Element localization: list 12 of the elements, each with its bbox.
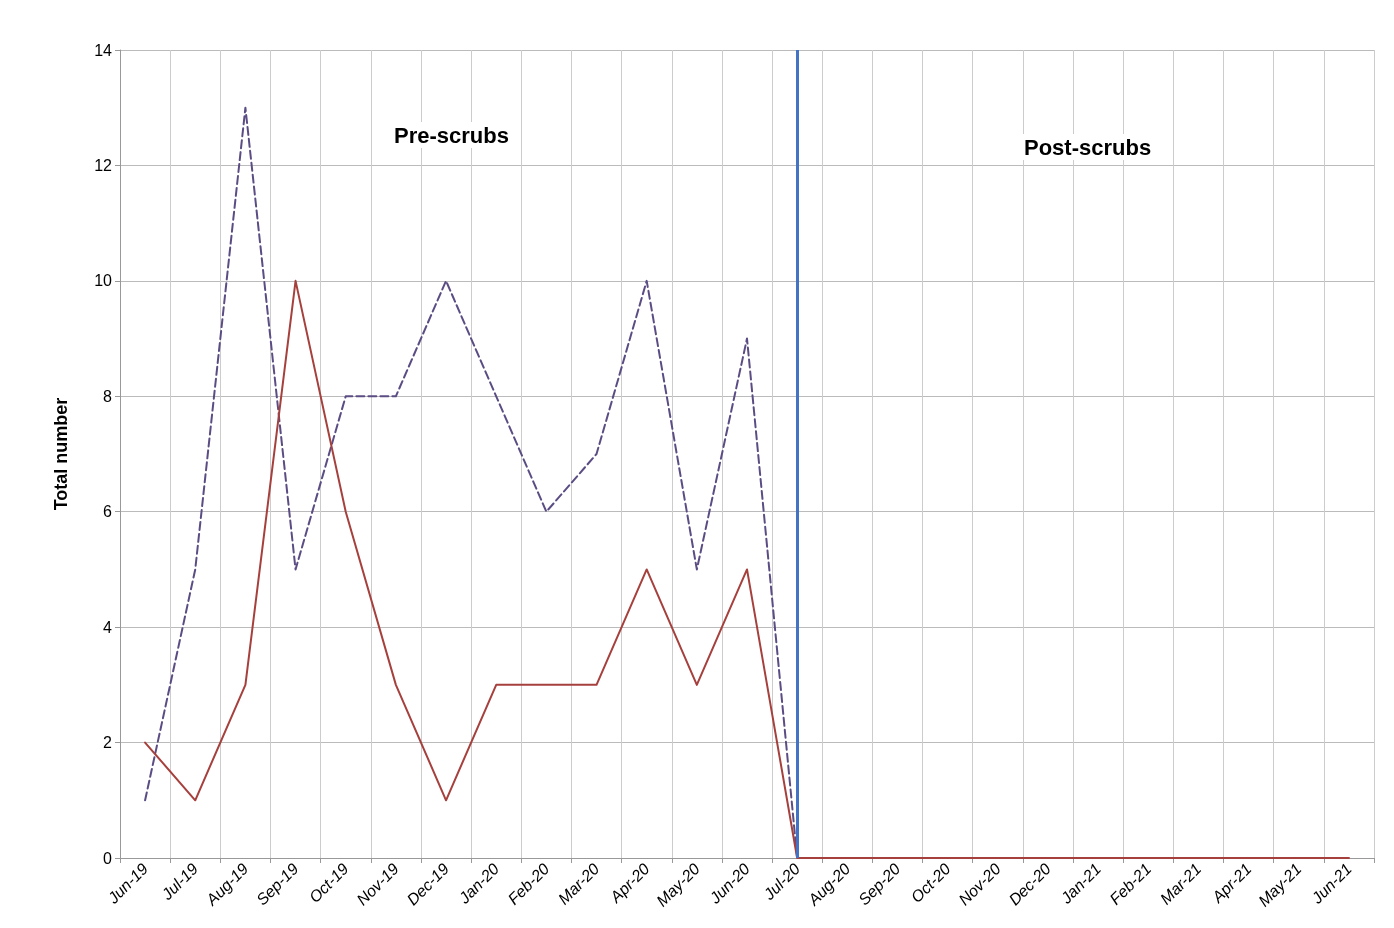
y-tick-label: 2 [103, 734, 113, 752]
y-axis-title: Total number [51, 397, 71, 511]
line-series [144, 279, 1350, 859]
y-tick-label: 8 [103, 387, 113, 405]
y-tick-label: 0 [103, 849, 113, 867]
y-tick-label: 6 [103, 503, 113, 521]
y-tick-label: 10 [94, 272, 113, 290]
y-tick-label: 4 [103, 618, 113, 636]
annotation: Pre-scrubs [394, 122, 509, 148]
y-tick-label: 14 [94, 41, 113, 59]
y-tick-label: 12 [94, 156, 113, 174]
annotation: Post-scrubs [1024, 134, 1152, 160]
